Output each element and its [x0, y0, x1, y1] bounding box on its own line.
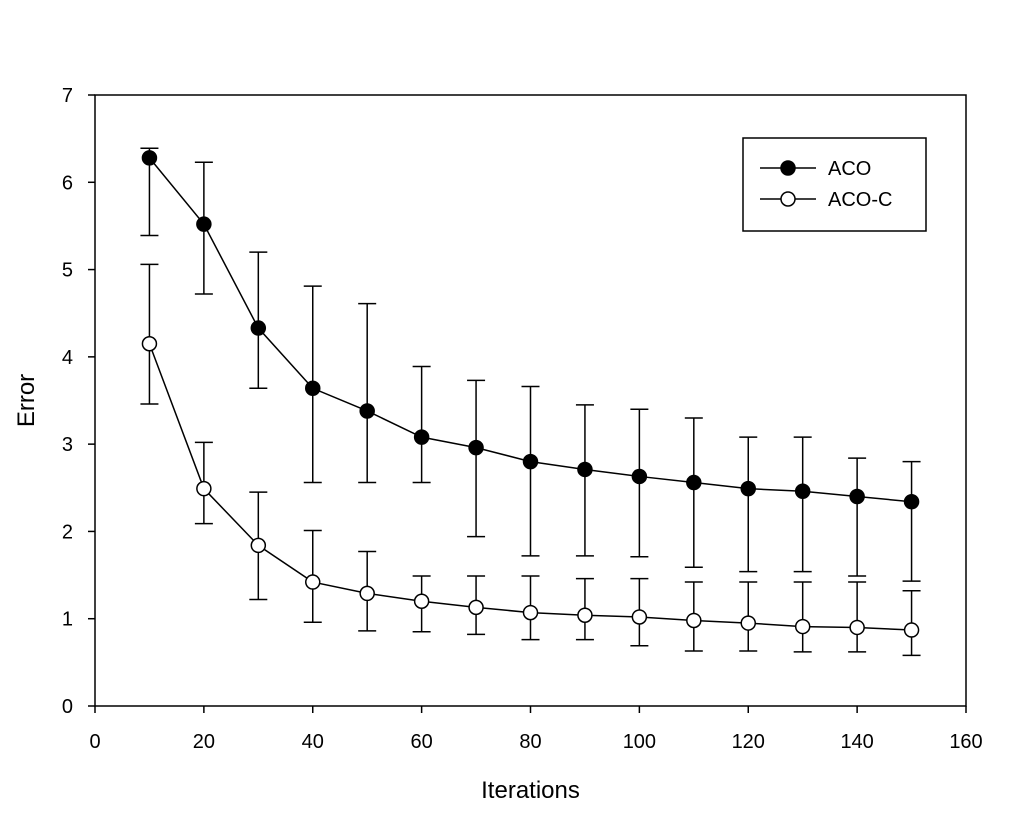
data-point	[903, 494, 920, 510]
y-tick-label: 2	[62, 521, 73, 543]
data-point	[359, 403, 375, 419]
x-tick-label: 80	[519, 731, 541, 753]
data-point	[686, 612, 702, 629]
x-axis-title: Iterations	[481, 777, 580, 804]
data-point	[413, 429, 430, 445]
data-point	[305, 380, 321, 397]
series-aco	[140, 147, 921, 582]
y-tick-label: 3	[62, 434, 73, 456]
data-point	[740, 480, 756, 497]
data-point	[468, 599, 484, 616]
x-tick-label: 120	[732, 731, 765, 753]
data-point	[686, 474, 702, 491]
data-point	[794, 618, 811, 635]
x-tick-label: 160	[949, 731, 982, 753]
data-point	[468, 439, 484, 456]
series-layer	[140, 147, 921, 657]
x-tick-label: 60	[411, 731, 433, 753]
axes: 0 20 40 60 80 100 120 140 160 0 1 2 3 4 5 6 7	[62, 85, 983, 753]
y-tick-label: 4	[62, 347, 73, 369]
data-point	[522, 453, 539, 470]
x-tick-label: 100	[623, 731, 656, 753]
x-tick-label: 20	[193, 731, 215, 753]
data-point	[141, 336, 158, 352]
data-point	[522, 604, 539, 621]
y-tick-label: 0	[62, 696, 73, 718]
y-tick-label: 7	[62, 85, 73, 107]
data-point	[849, 488, 865, 505]
x-tick-label: 0	[89, 731, 100, 753]
legend-box	[742, 137, 927, 232]
legend: ACO ACO-C	[742, 137, 927, 232]
data-point	[359, 585, 375, 602]
legend-marker	[780, 191, 796, 207]
data-point	[250, 537, 267, 554]
data-point	[250, 320, 267, 336]
legend-marker	[780, 160, 796, 176]
data-point	[413, 593, 430, 610]
x-tick-label: 140	[840, 731, 873, 753]
series-aco-c	[140, 263, 921, 657]
data-point	[305, 574, 321, 590]
legend-label: ACO-C	[828, 189, 892, 211]
y-tick-label: 5	[62, 260, 73, 282]
legend-label: ACO	[828, 158, 871, 180]
data-point	[740, 615, 756, 631]
x-tick-label: 40	[302, 731, 324, 753]
data-point	[631, 468, 648, 485]
data-point	[141, 150, 158, 166]
y-tick-label: 6	[62, 172, 73, 194]
data-point	[903, 622, 920, 638]
data-point	[631, 609, 648, 625]
data-point	[849, 619, 865, 636]
data-point	[794, 483, 811, 500]
data-point	[196, 216, 212, 232]
data-point	[577, 461, 593, 478]
data-point	[577, 607, 593, 623]
data-point	[196, 480, 212, 497]
y-axis-title: Error	[13, 374, 40, 427]
y-tick-label: 1	[62, 609, 73, 631]
